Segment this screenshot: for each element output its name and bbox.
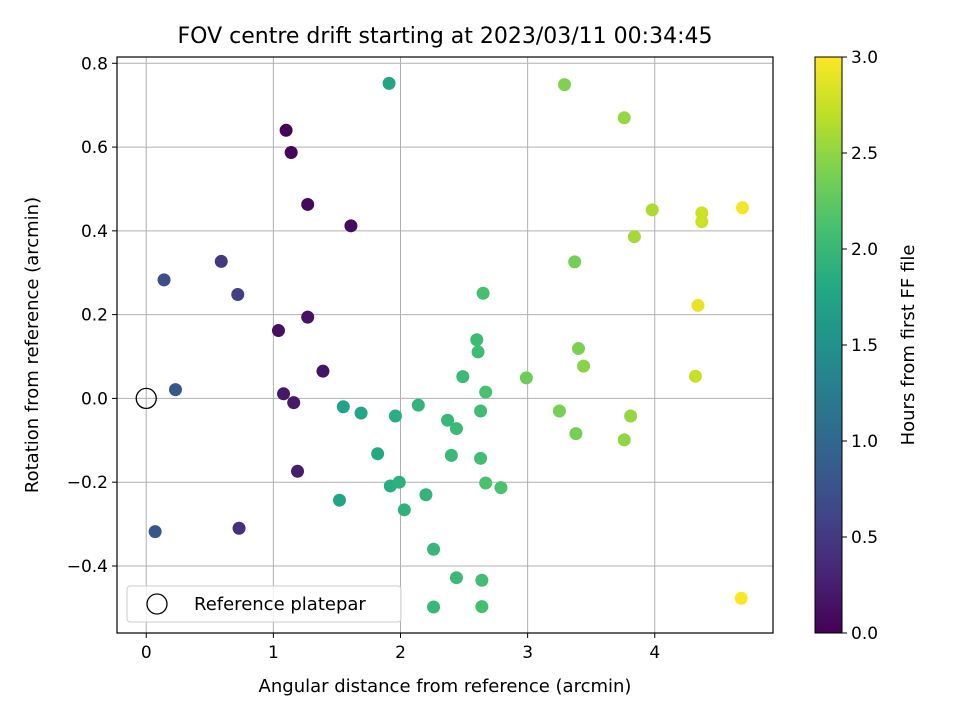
data-point xyxy=(474,451,488,465)
x-axis-label: Angular distance from reference (arcmin) xyxy=(259,676,632,697)
colorbar-tick-label: 1.5 xyxy=(851,336,878,356)
data-point xyxy=(617,111,631,125)
data-point xyxy=(231,288,245,302)
data-point xyxy=(419,488,433,502)
data-point xyxy=(558,78,572,92)
data-point xyxy=(617,433,631,447)
colorbar-ticks: 0.0 0.5 1.0 1.5 2.0 2.5 3.0 xyxy=(842,48,878,644)
data-point xyxy=(301,310,315,324)
legend-box xyxy=(126,585,402,623)
x-tick-label: 3 xyxy=(522,643,533,663)
data-point xyxy=(735,201,749,215)
x-tick-label: 4 xyxy=(649,643,660,663)
colorbar: 0.0 0.5 1.0 1.5 2.0 2.5 3.0 Hours from first F… xyxy=(814,48,919,644)
y-axis-ticks: −0.4 −0.2 0.0 0.2 0.4 0.6 0.8 xyxy=(67,54,117,577)
plot-grid xyxy=(117,57,773,633)
data-point xyxy=(691,298,705,312)
data-point xyxy=(287,396,301,410)
data-point xyxy=(734,591,748,605)
data-point xyxy=(284,146,298,160)
colorbar-tick-label: 0.5 xyxy=(851,528,878,548)
data-point xyxy=(271,324,285,338)
data-point xyxy=(392,475,406,489)
data-point xyxy=(479,476,493,490)
data-point xyxy=(688,369,702,383)
data-point xyxy=(214,254,228,268)
plot-area-frame xyxy=(116,56,774,634)
y-tick-label: 0.2 xyxy=(81,306,108,326)
data-point xyxy=(168,383,182,397)
data-point xyxy=(552,404,566,418)
x-axis-ticks: 0 1 2 3 4 xyxy=(141,633,660,663)
data-point xyxy=(316,364,330,378)
data-point xyxy=(645,203,659,217)
data-point xyxy=(479,385,493,399)
data-point xyxy=(571,342,585,356)
data-points xyxy=(135,76,749,614)
colorbar-tick-label: 1.0 xyxy=(851,432,878,452)
y-tick-label: 0.4 xyxy=(81,222,108,242)
data-point xyxy=(397,503,411,517)
data-point xyxy=(456,370,470,384)
data-point xyxy=(279,123,293,137)
colorbar-gradient xyxy=(814,56,843,634)
data-point xyxy=(444,448,458,462)
data-point xyxy=(624,409,638,423)
colorbar-tick-label: 3.0 xyxy=(851,48,878,68)
colorbar-tick-label: 2.0 xyxy=(851,240,878,260)
data-point xyxy=(332,493,346,507)
data-point xyxy=(427,600,441,614)
y-tick-label: −0.2 xyxy=(67,473,108,493)
colorbar-tick-label: 2.5 xyxy=(851,144,878,164)
data-point xyxy=(148,525,162,539)
data-point xyxy=(441,413,455,427)
legend-marker-open-circle xyxy=(146,593,168,615)
data-point xyxy=(475,573,489,587)
data-point xyxy=(494,481,508,495)
data-point xyxy=(371,447,385,461)
reference-platepar-marker xyxy=(135,387,157,410)
chart-title: FOV centre drift starting at 2023/03/11 … xyxy=(178,24,713,49)
data-point xyxy=(388,409,402,423)
data-point xyxy=(470,333,484,347)
data-point xyxy=(301,197,315,211)
data-point xyxy=(232,521,246,535)
y-tick-label: 0.0 xyxy=(81,389,108,409)
data-point xyxy=(449,422,463,436)
data-point xyxy=(474,404,488,418)
colorbar-tick-label: 0.0 xyxy=(851,624,878,644)
data-point xyxy=(291,464,305,478)
data-point xyxy=(577,359,591,373)
y-axis-label: Rotation from reference (arcmin) xyxy=(22,197,43,493)
data-point xyxy=(519,371,533,385)
data-point xyxy=(627,230,641,244)
x-tick-label: 1 xyxy=(268,643,279,663)
data-point xyxy=(475,600,489,614)
y-tick-label: 0.6 xyxy=(81,138,108,158)
data-point xyxy=(695,215,709,229)
data-point xyxy=(336,400,350,414)
data-point xyxy=(382,76,396,90)
data-point xyxy=(449,571,463,585)
data-point xyxy=(427,542,441,556)
data-point xyxy=(568,255,582,269)
data-point xyxy=(157,273,171,287)
x-tick-label: 0 xyxy=(141,643,152,663)
x-tick-label: 2 xyxy=(395,643,406,663)
data-point xyxy=(471,345,485,359)
data-point xyxy=(344,219,358,233)
colorbar-label: Hours from first FF file xyxy=(898,245,919,446)
y-tick-label: −0.4 xyxy=(67,557,108,577)
data-point xyxy=(476,286,490,300)
legend: Reference platepar xyxy=(126,585,402,623)
data-point xyxy=(411,398,425,412)
legend-label: Reference platepar xyxy=(194,594,366,615)
data-point xyxy=(569,427,583,441)
data-point xyxy=(354,406,368,420)
y-tick-label: 0.8 xyxy=(81,54,108,74)
data-point xyxy=(277,387,291,401)
